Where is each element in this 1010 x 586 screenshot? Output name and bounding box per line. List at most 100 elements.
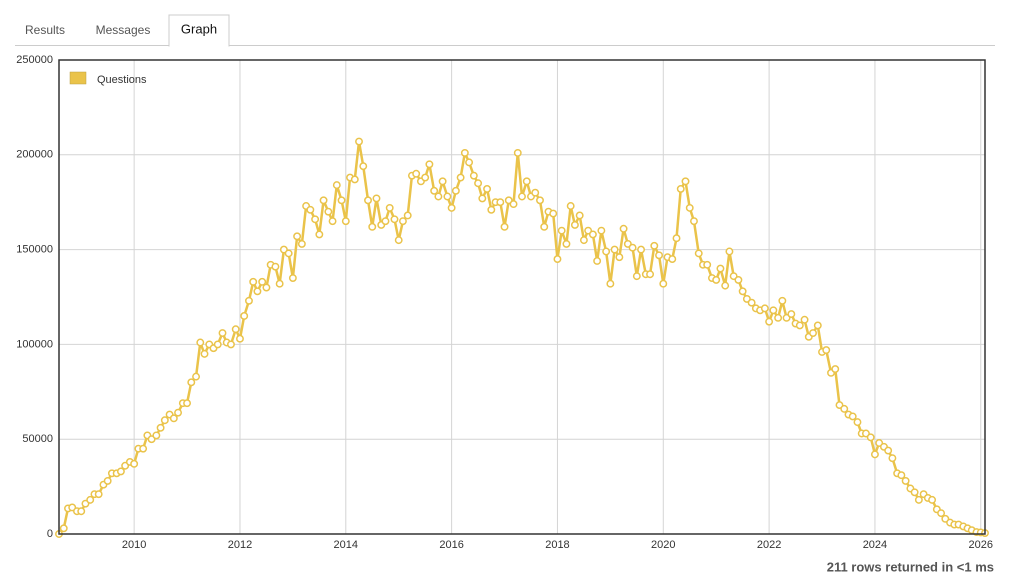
- data-point: [438, 177, 447, 186]
- tab-gap: [169, 44, 229, 47]
- data-point: [694, 249, 703, 258]
- data-point: [690, 217, 698, 226]
- data-point: [284, 249, 293, 258]
- data-point: [734, 275, 743, 284]
- data-point: [681, 177, 690, 186]
- data-point: [619, 224, 628, 233]
- tab[interactable]: Messages: [96, 23, 151, 37]
- data-point: [103, 476, 112, 485]
- data-point: [460, 148, 469, 157]
- data-point: [774, 313, 783, 322]
- data-point: [412, 169, 421, 178]
- data-point: [549, 209, 558, 218]
- y-tick-label: 50000: [22, 433, 53, 445]
- data-point: [725, 247, 734, 256]
- data-point: [840, 404, 849, 413]
- data-point: [116, 467, 125, 476]
- data-point: [231, 325, 240, 334]
- data-point: [275, 279, 284, 288]
- data-point: [765, 317, 774, 326]
- data-point: [557, 226, 566, 235]
- data-point: [615, 253, 624, 262]
- data-point: [434, 192, 443, 201]
- tab[interactable]: Results: [25, 23, 65, 37]
- data-point: [425, 160, 434, 169]
- data-point: [866, 433, 875, 442]
- data-point: [390, 215, 399, 224]
- data-point: [937, 509, 946, 518]
- data-point: [271, 262, 280, 271]
- data-point: [398, 217, 407, 226]
- x-tick-label: 2016: [439, 539, 463, 551]
- data-point: [659, 279, 668, 288]
- data-point: [769, 306, 778, 315]
- data-point: [258, 277, 267, 286]
- data-point: [227, 340, 235, 349]
- data-point: [368, 222, 377, 231]
- legend-label: Questions: [97, 74, 147, 86]
- data-point: [575, 211, 584, 220]
- data-point: [800, 315, 809, 324]
- data-point: [315, 230, 324, 239]
- data-point: [888, 454, 897, 463]
- data-point: [451, 186, 460, 195]
- y-tick-label: 200000: [16, 149, 53, 161]
- data-point: [593, 257, 602, 265]
- data-point: [650, 241, 659, 250]
- data-point: [139, 444, 148, 453]
- data-point: [487, 205, 496, 214]
- data-point: [848, 412, 857, 421]
- x-tick-label: 2012: [228, 539, 252, 551]
- data-point: [196, 338, 205, 347]
- data-point: [738, 287, 747, 296]
- data-point: [332, 181, 341, 190]
- data-point: [522, 177, 531, 186]
- data-point: [536, 196, 544, 205]
- data-point: [579, 236, 588, 245]
- data-point: [553, 255, 562, 264]
- data-point: [760, 304, 769, 313]
- data-point: [59, 524, 68, 533]
- data-point: [324, 207, 333, 216]
- plot-border: [58, 59, 986, 535]
- data-point: [540, 222, 549, 231]
- plot: [55, 137, 989, 538]
- data-point: [337, 196, 346, 205]
- data-point: [288, 274, 297, 282]
- data-point: [86, 495, 95, 504]
- data-point: [306, 205, 315, 214]
- data-point: [249, 277, 258, 286]
- data-point: [588, 230, 597, 239]
- data-point: [685, 203, 694, 212]
- data-point: [474, 179, 483, 188]
- data-point: [394, 236, 403, 245]
- data-point: [870, 450, 879, 459]
- x-tick-label: 2010: [122, 539, 146, 551]
- data-point: [668, 255, 677, 264]
- data-point: [469, 171, 478, 180]
- active-tab[interactable]: [168, 14, 230, 47]
- data-point: [421, 173, 430, 182]
- data-point: [483, 184, 492, 193]
- data-point: [632, 272, 641, 281]
- data-point: [262, 283, 271, 292]
- data-point: [597, 226, 606, 235]
- data-point: [531, 188, 540, 197]
- data-point: [513, 148, 522, 157]
- data-point: [200, 349, 209, 358]
- data-point: [341, 217, 350, 226]
- x-tick-label: 2024: [863, 539, 887, 551]
- data-point: [716, 264, 725, 273]
- data-point: [637, 245, 646, 254]
- data-point: [359, 162, 368, 171]
- y-tick-label: 250000: [16, 54, 53, 66]
- data-point: [566, 202, 575, 210]
- data-point: [385, 203, 394, 212]
- x-tick-label: 2014: [334, 539, 358, 551]
- legend-swatch: [69, 71, 87, 85]
- tab[interactable]: Graph: [181, 21, 217, 36]
- data-point: [465, 158, 474, 167]
- data-point: [676, 184, 685, 193]
- data-point: [236, 334, 244, 343]
